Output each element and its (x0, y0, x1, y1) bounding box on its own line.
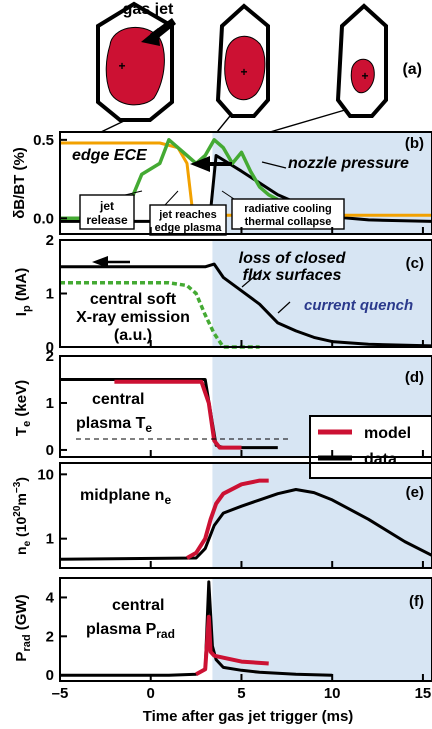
radiative-cooling-line-1: radiative cooling (244, 203, 331, 215)
current-quench-label: current quench (304, 297, 413, 314)
shade-c (212, 240, 432, 347)
axis-frame-b (59, 131, 432, 235)
ytick-label-b-0: 0.5 (33, 132, 54, 149)
ylabel-c: Ip (MA) (13, 268, 33, 316)
panel-tag-d: (d) (405, 369, 424, 386)
ylabel-b: δB/BT (%) (11, 147, 28, 219)
edge-ece-label: edge ECE (72, 147, 148, 164)
sxr-label-line-1: central soft (90, 291, 177, 308)
x-axis-title: Time after gas jet trigger (ms) (143, 708, 354, 725)
series-e-model (186, 478, 269, 560)
svg-text:+: + (361, 69, 368, 83)
jet-reaches-line-2: edge plasma (155, 222, 223, 234)
ytick-label-e-1: 1 (46, 531, 54, 548)
cross-section-2: + (215, 3, 270, 118)
axis-frame-d (59, 355, 432, 458)
ytick-label-f-2: 0 (46, 667, 54, 684)
panel-tag-c: (c) (406, 255, 424, 272)
y-axis-labels: δB/BT (%) Ip (MA) Te (keV) ne (1020m−3) … (11, 147, 33, 661)
panel-tag-f: (f) (409, 593, 424, 610)
cross-section-3: + (335, 3, 388, 118)
panel-tag-a: (a) (402, 61, 422, 78)
gas-jet-label: gas jet (123, 1, 174, 18)
cross-section-1: + gas jet (96, 1, 176, 122)
shade-f (212, 578, 432, 681)
ne-label: midplane ne (80, 487, 171, 507)
prad-label-line-1: central (112, 597, 164, 614)
sxr-label-line-3: (a.u.) (114, 327, 152, 344)
legend-model-label: model (364, 425, 411, 442)
series-d-model (114, 379, 242, 450)
prad-label-line-2: plasma Prad (86, 621, 175, 641)
panel-f-annotations: (f) central plasma Prad (86, 593, 424, 641)
ytick-label-f-1: 2 (46, 628, 54, 645)
ytick-label-b-1: 0.0 (33, 210, 54, 227)
panel-c-annotations: (c) loss of closed flux surfaces current… (76, 250, 424, 344)
panel-b-annotations: (b) edge ECE nozzle pressure jet release… (72, 135, 424, 236)
jet-release-line-2: release (86, 213, 128, 227)
series-c-line-0 (60, 262, 432, 348)
nozzle-pressure-label: nozzle pressure (288, 155, 409, 172)
panel-e-annotations: (e) midplane ne (80, 484, 424, 507)
panel-tag-e: (e) (406, 484, 424, 501)
ytick-label-f-0: 4 (46, 589, 55, 606)
cross-section-diagrams: + gas jet + + (a) (96, 1, 422, 133)
series-f-model (195, 614, 269, 676)
ytick-label-d-1: 1 (46, 395, 54, 412)
panel-d-annotations: (d) central plasma Te model data (76, 369, 432, 479)
chart-curves (59, 138, 432, 677)
ylabel-d: Te (keV) (13, 380, 33, 436)
jet-reaches-line-1: jet reaches (158, 209, 216, 221)
ytick-label-d-2: 0 (46, 442, 54, 459)
radiative-cooling-box: radiative cooling thermal collapse (221, 190, 345, 230)
jet-release-line-1: jet (99, 199, 114, 213)
jet-reaches-edge-box: jet reaches edge plasma (149, 190, 227, 236)
ytick-label-e-0: 10 (37, 466, 54, 483)
sxr-label-line-2: X-ray emission (76, 309, 190, 326)
te-label-line-2: plasma Te (76, 415, 152, 435)
svg-text:+: + (118, 59, 125, 73)
xtick-label-3: 10 (324, 685, 341, 702)
jet-release-box: jet release (79, 190, 143, 230)
xtick-label-0: –5 (52, 685, 69, 702)
ylabel-f: Prad (GW) (13, 594, 33, 661)
ytick-label-d-0: 2 (46, 348, 54, 365)
axis-frame-f (59, 577, 432, 682)
axis-frame-e (59, 462, 432, 569)
xtick-label-4: 15 (415, 685, 432, 702)
series-b-line-2 (60, 138, 279, 221)
loss-label-line-1: loss of closed (239, 250, 347, 267)
series-e-data (59, 488, 432, 561)
radiative-cooling-line-2: thermal collapse (245, 216, 332, 228)
panel-tag-b: (b) (405, 135, 424, 152)
svg-text:+: + (240, 65, 247, 79)
shade-e (212, 463, 432, 568)
ytick-label-c-0: 2 (46, 232, 54, 249)
ytick-label-c-2: 0 (46, 339, 54, 356)
legend-data-label: data (364, 451, 397, 468)
loss-label-line-2: flux surfaces (243, 267, 342, 284)
ylabel-e: ne (1020m−3) (12, 477, 33, 555)
xtick-label-1: 0 (147, 685, 155, 702)
series-c-line-1 (60, 281, 260, 349)
te-label-line-1: central (92, 391, 144, 408)
xtick-label-2: 5 (237, 685, 245, 702)
legend: model data (309, 415, 432, 479)
ytick-label-c-1: 1 (46, 286, 54, 303)
